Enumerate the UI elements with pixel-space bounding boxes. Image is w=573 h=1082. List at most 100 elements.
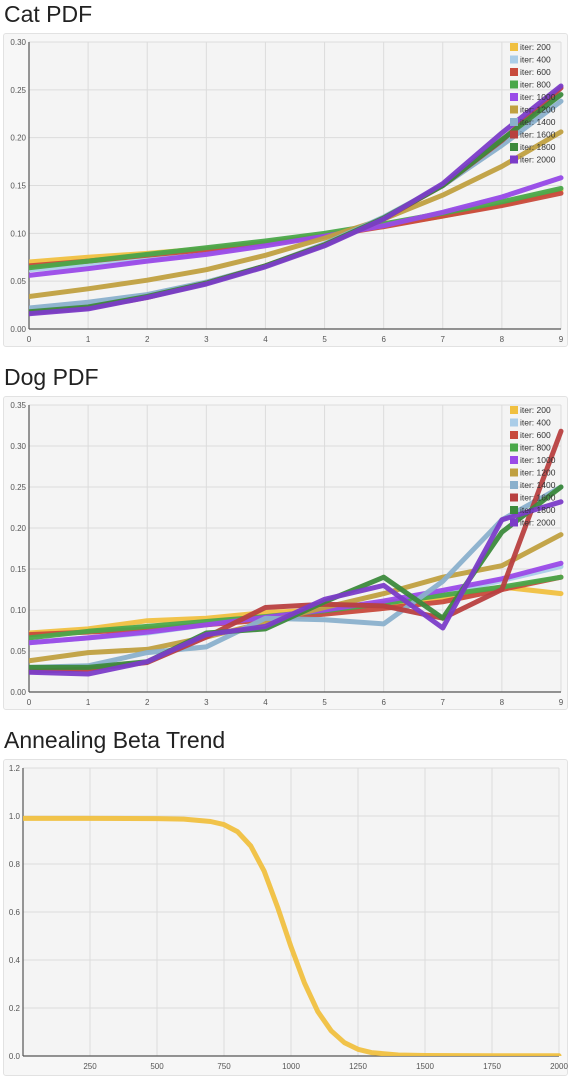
series-line-iter-1200	[29, 129, 564, 299]
y-tick-label: 0.35	[10, 401, 26, 410]
y-tick-label: 0.30	[10, 442, 26, 451]
x-tick-label: 3	[204, 335, 209, 344]
x-tick-label: 0	[27, 698, 32, 707]
x-tick-label: 1000	[282, 1062, 300, 1071]
legend-swatch-iter-1200	[510, 105, 518, 114]
dog-pdf-chart: 0.00 0.05 0.10 0.15 0.20 0.25 0.30 0.35 0 1 2 3 4 5 6 7…	[3, 396, 568, 710]
y-tick-label: 0.25	[10, 86, 26, 95]
y-tick-label: 0.25	[10, 483, 26, 492]
x-tick-label: 1	[86, 698, 91, 707]
legend-label-iter-400: iter: 400	[520, 418, 551, 428]
legend-swatch-iter-1800	[510, 143, 518, 151]
y-tick-label: 1.0	[9, 812, 21, 821]
legend-swatch-iter-200	[510, 406, 518, 414]
y-tick-label: 0.10	[10, 606, 26, 615]
x-tick-label: 4	[263, 335, 268, 344]
y-tick-label: 0.10	[10, 229, 26, 238]
legend-label-iter-400: iter: 400	[520, 55, 551, 65]
legend-label-iter-800: iter: 800	[520, 80, 551, 90]
x-tick-label: 5	[322, 698, 327, 707]
legend-label-iter-200: iter: 200	[520, 42, 551, 52]
y-tick-label: 0.0	[9, 1052, 21, 1061]
x-tick-label: 3	[204, 698, 209, 707]
legend-swatch-iter-1400	[510, 118, 518, 126]
legend-swatch-iter-1400	[510, 481, 518, 489]
legend-swatch-iter-600	[510, 431, 518, 439]
chart-title-dog-pdf: Dog PDF	[4, 364, 99, 390]
y-tick-label: 1.2	[9, 764, 21, 773]
series-line-0	[23, 815, 562, 1056]
cat-pdf-plot: 0.00 0.05 0.10 0.15 0.20 0.25 0.30 0 1 2 3 4 5 6 7 8 9 it…	[10, 38, 564, 344]
legend-label-iter-200: iter: 200	[520, 405, 551, 415]
series-group	[29, 83, 564, 317]
x-tick-label: 2	[145, 335, 150, 344]
legend-label-iter-600: iter: 600	[520, 430, 551, 440]
legend-swatch-iter-200	[510, 43, 518, 51]
dog-pdf-plot: 0.00 0.05 0.10 0.15 0.20 0.25 0.30 0.35 0 1 2 3 4 5 6 7…	[10, 401, 564, 707]
chart-title-cat-pdf: Cat PDF	[4, 1, 93, 27]
legend-label-iter-1400: iter: 1400	[520, 117, 556, 127]
legend-label-iter-1200: iter: 1200	[520, 105, 556, 115]
x-tick-label: 6	[381, 335, 386, 344]
x-tick-label: 1	[86, 335, 91, 344]
x-tick-label: 7	[441, 335, 446, 344]
legend-label-iter-800: iter: 800	[520, 443, 551, 453]
legend-swatch-iter-1600	[510, 130, 518, 139]
legend-swatch-iter-800	[510, 443, 518, 452]
legend-label-iter-2000: iter: 2000	[520, 155, 556, 165]
y-tick-label: 0.8	[9, 860, 21, 869]
legend-swatch-iter-600	[510, 68, 518, 76]
x-tick-label: 6	[381, 698, 386, 707]
series-line-iter-2000	[29, 83, 564, 317]
y-tick-label: 0.05	[10, 647, 26, 656]
x-tick-label: 250	[83, 1062, 97, 1071]
legend-label-iter-1000: iter: 1000	[520, 455, 556, 465]
cat-pdf-chart: 0.00 0.05 0.10 0.15 0.20 0.25 0.30 0 1 2 3 4 5 6 7 8 9 it…	[3, 33, 568, 347]
series-line-iter-1000	[29, 175, 564, 278]
series-line-iter-2000	[29, 499, 564, 677]
legend-swatch-iter-1800	[510, 506, 518, 514]
x-tick-label: 8	[500, 335, 505, 344]
x-tick-label: 1250	[349, 1062, 367, 1071]
legend-label-iter-2000: iter: 2000	[520, 518, 556, 528]
annealing-beta-plot: 0.0 0.2 0.4 0.6 0.8 1.0 1.2 250 500 750 1000 1250 15…	[9, 764, 569, 1071]
legend-swatch-iter-1000	[510, 456, 518, 464]
x-tick-label: 9	[559, 335, 564, 344]
x-tick-label: 2000	[550, 1062, 568, 1071]
legend-swatch-iter-400	[510, 55, 518, 64]
x-tick-label: 750	[217, 1062, 231, 1071]
y-tick-label: 0.30	[10, 38, 26, 47]
series-group	[23, 815, 562, 1056]
x-tick-label: 2	[145, 698, 150, 707]
legend-label-iter-1000: iter: 1000	[520, 92, 556, 102]
y-tick-label: 0.15	[10, 565, 26, 574]
legend-label-iter-1600: iter: 1600	[520, 130, 556, 140]
x-tick-label: 1500	[416, 1062, 434, 1071]
legend-swatch-iter-2000	[510, 518, 518, 527]
legend-label-iter-600: iter: 600	[520, 67, 551, 77]
plot-area	[29, 405, 561, 692]
legend-label-iter-1400: iter: 1400	[520, 480, 556, 490]
series-line-iter-1400	[29, 484, 564, 670]
y-tick-label: 0.15	[10, 182, 26, 191]
annealing-beta-chart: 0.0 0.2 0.4 0.6 0.8 1.0 1.2 250 500 750 1000 1250 15…	[3, 759, 568, 1076]
legend-swatch-iter-2000	[510, 155, 518, 164]
x-tick-label: 5	[322, 335, 327, 344]
y-tick-label: 0.05	[10, 277, 26, 286]
chart-title-annealing-beta: Annealing Beta Trend	[4, 727, 226, 753]
x-tick-label: 0	[27, 335, 32, 344]
legend-swatch-iter-1600	[510, 493, 518, 502]
y-tick-label: 0.4	[9, 956, 21, 965]
y-tick-label: 0.00	[10, 325, 26, 334]
y-tick-label: 0.00	[10, 688, 26, 697]
series-line-iter-800	[29, 185, 564, 271]
x-tick-label: 500	[150, 1062, 164, 1071]
series-group	[29, 428, 564, 677]
legend-label-iter-1800: iter: 1800	[520, 505, 556, 515]
x-tick-label: 9	[559, 698, 564, 707]
legend-swatch-iter-800	[510, 80, 518, 89]
y-tick-label: 0.2	[9, 1004, 21, 1013]
legend-swatch-iter-1200	[510, 468, 518, 477]
legend-label-iter-1200: iter: 1200	[520, 468, 556, 478]
y-tick-label: 0.6	[9, 908, 21, 917]
